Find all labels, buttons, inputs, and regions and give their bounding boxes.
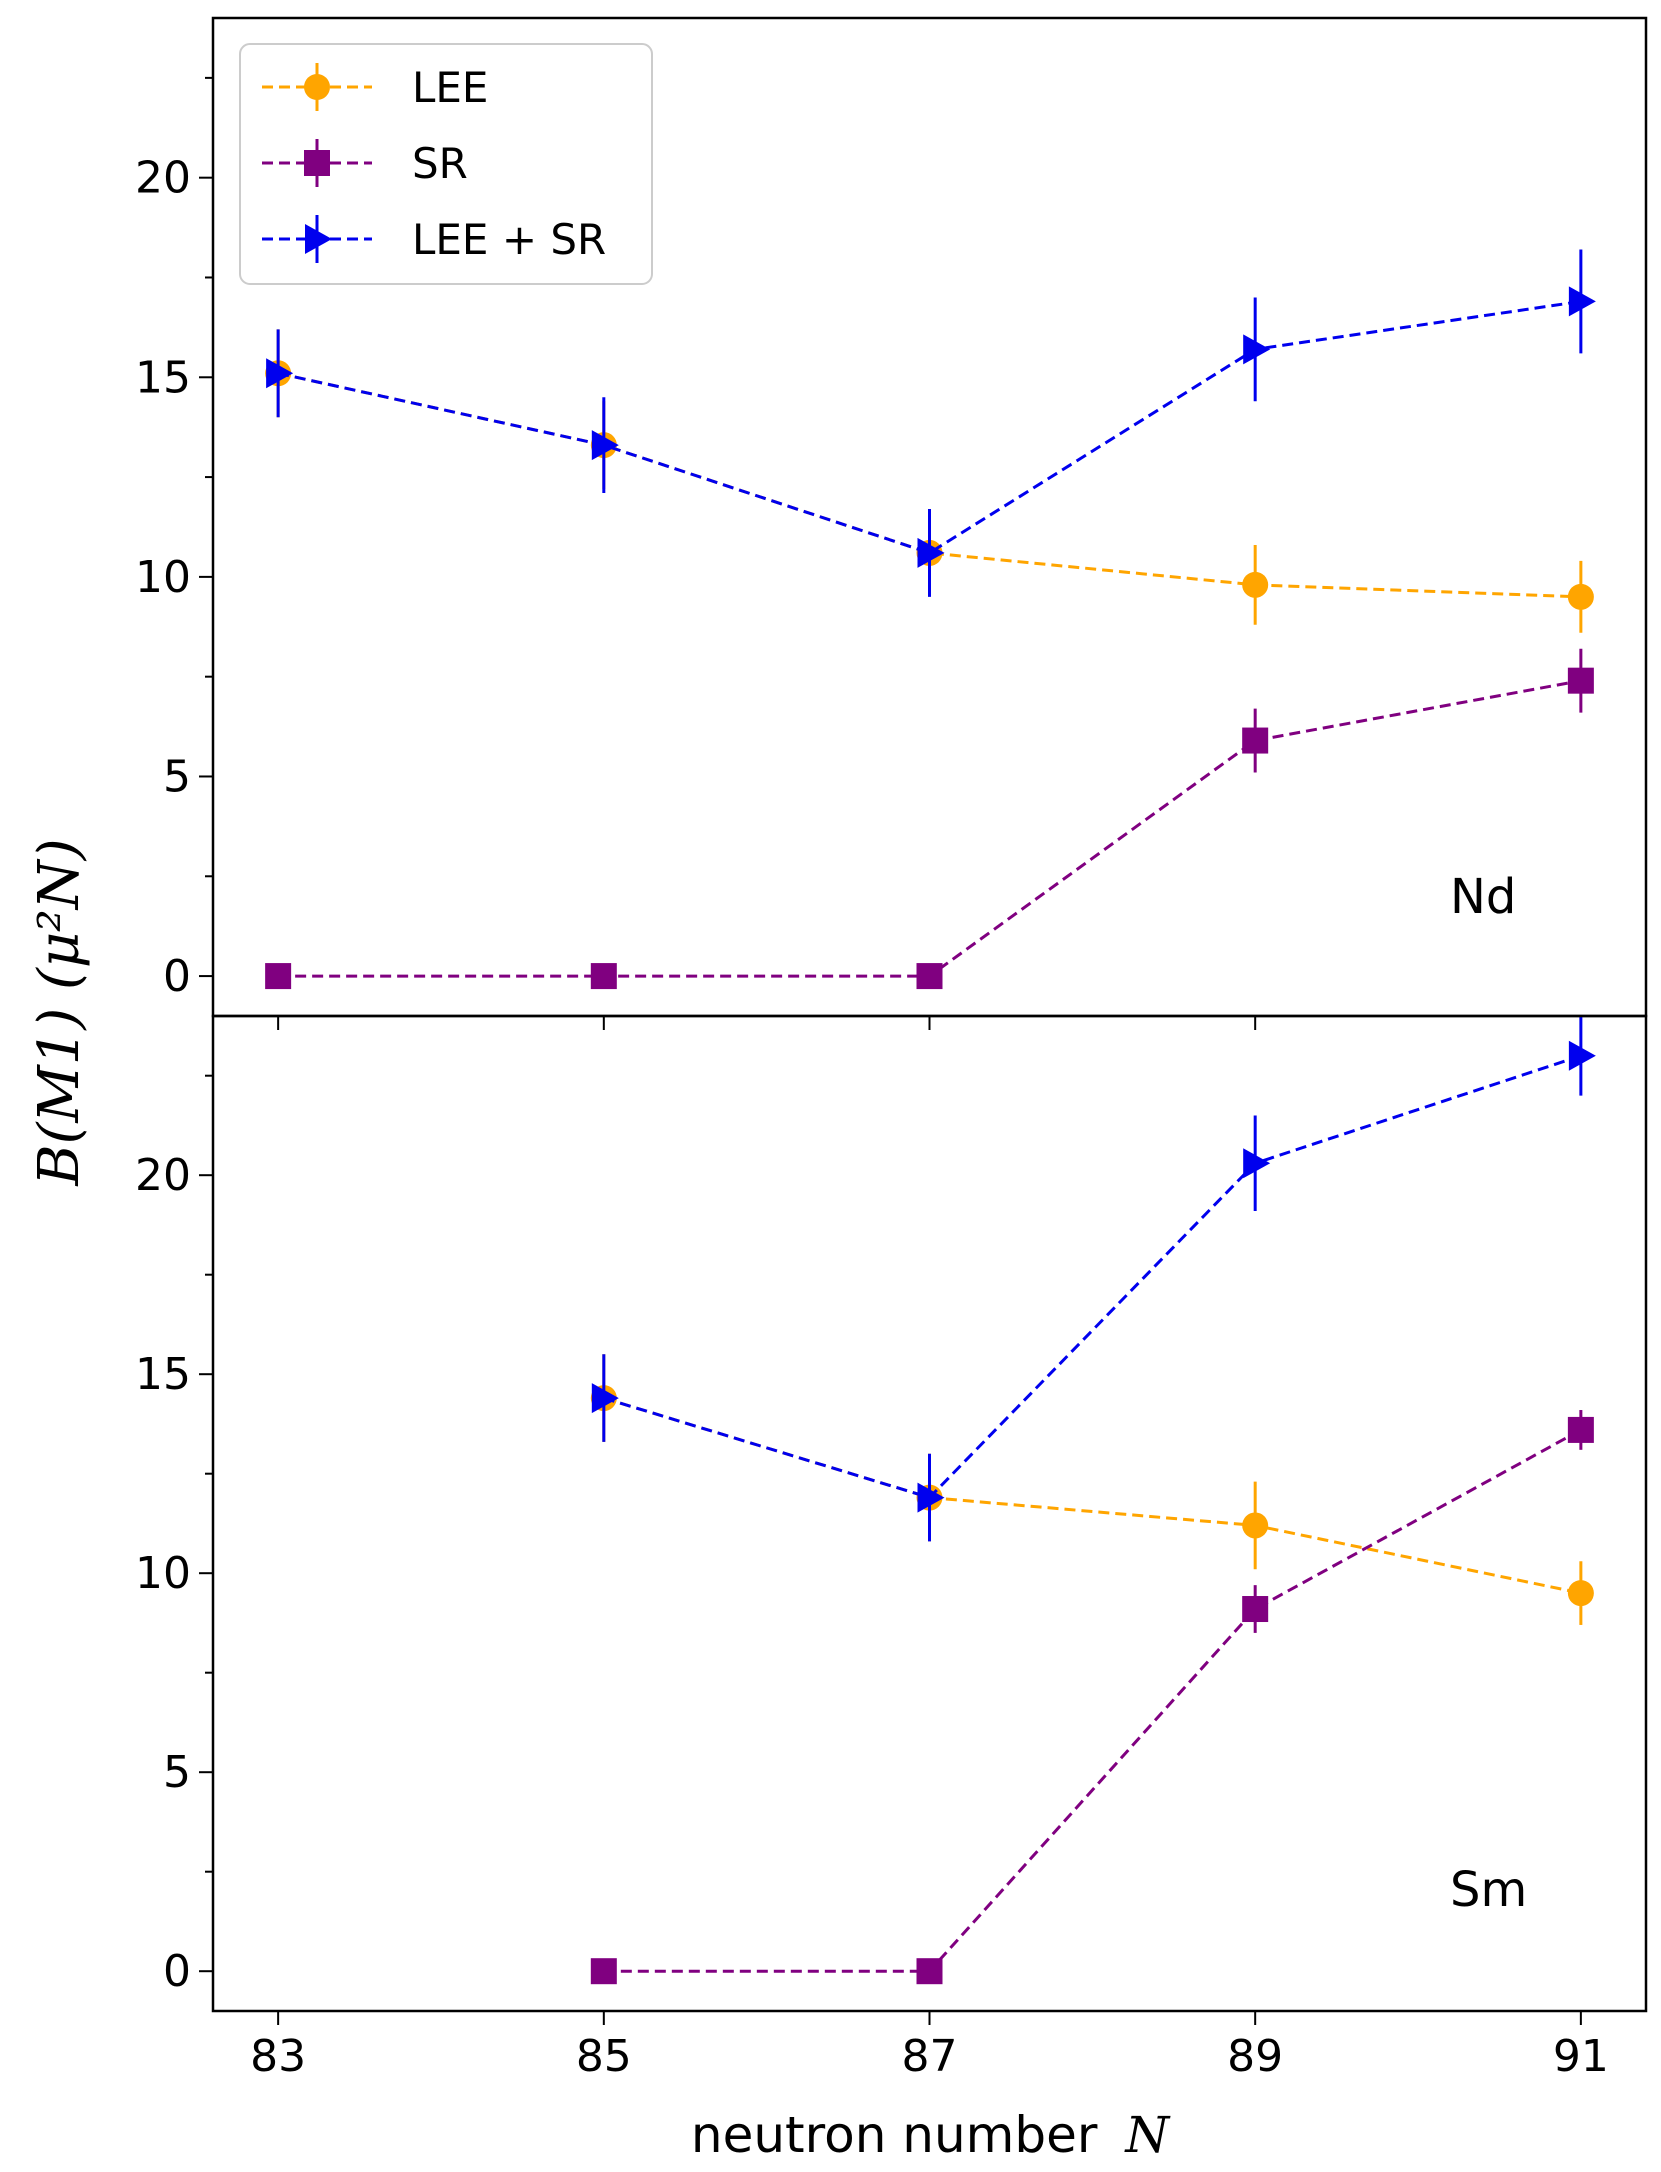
- point-sr-nd: [265, 963, 292, 990]
- x-axis-label-text: neutron number: [691, 2106, 1098, 2164]
- point-lee-sr-nd: [266, 358, 294, 389]
- series-line-lee-sr-sm: [603, 1054, 1582, 1500]
- point-lee-sr-nd: [917, 537, 945, 568]
- x-tick-label: 89: [1227, 2031, 1283, 2082]
- point-sr-sm: [916, 1958, 943, 1985]
- point-sr-sm: [590, 1958, 617, 1985]
- legend: LEE SR LEE + SR: [239, 43, 653, 285]
- legend-entry-lee: LEE: [262, 63, 488, 112]
- data-area-sm: [590, 1016, 1596, 1985]
- panel-sm: 0 5 10 15 20 83 85 87 89 91: [135, 1014, 1648, 2082]
- y-tick-label-sm: 20: [135, 1150, 191, 1201]
- panel-label-nd: Nd: [1450, 869, 1516, 925]
- point-lee-sr-sm: [1568, 1040, 1596, 1071]
- x-axis-label: neutron number N: [691, 2106, 1171, 2164]
- y-tick-label-sm: 0: [163, 1946, 191, 1997]
- x-tick-label: 83: [250, 2031, 306, 2082]
- y-tick-label-nd: 0: [163, 951, 191, 1002]
- legend-marker-lee: [304, 74, 330, 100]
- point-sr-sm: [1242, 1596, 1269, 1623]
- y-tick-label-sm: 15: [135, 1349, 191, 1400]
- y-axis-label: B(M1) (μ²N): [27, 838, 92, 1186]
- point-sr-nd: [916, 963, 943, 990]
- series-line-sr-nd: [278, 679, 1582, 978]
- y-tick-label-nd: 5: [163, 751, 191, 802]
- point-lee-sr-sm: [1243, 1148, 1271, 1179]
- x-axis-label-var: N: [1124, 2106, 1171, 2164]
- point-lee-sr-nd: [1568, 286, 1596, 317]
- y-tick-label-nd: 10: [135, 552, 191, 603]
- y-tick-label-nd: 15: [135, 352, 191, 403]
- series-line-lee-sr-nd: [277, 299, 1582, 555]
- point-lee-sm: [1567, 1580, 1594, 1607]
- legend-box: [239, 43, 653, 285]
- legend-marker-sr: [304, 150, 330, 176]
- legend-label-lee: LEE: [412, 63, 488, 112]
- legend-marker-lee-sr: [305, 224, 332, 254]
- legend-label-lee-sr: LEE + SR: [412, 215, 606, 264]
- y-tick-label-sm: 10: [135, 1548, 191, 1599]
- point-sr-nd: [1567, 667, 1594, 694]
- panel-nd: 0 5 10 15 20: [135, 16, 1648, 1030]
- point-lee-nd: [1242, 571, 1269, 598]
- legend-entry-sr: SR: [262, 139, 468, 188]
- point-sr-nd: [1242, 727, 1269, 754]
- data-area-nd: [265, 249, 1596, 990]
- point-sr-sm: [1567, 1416, 1594, 1443]
- legend-entry-lee-sr: LEE + SR: [262, 215, 606, 264]
- point-lee-sr-sm: [917, 1482, 945, 1513]
- panels: 0 5 10 15 20 0 5 10 15 20 83 85 87 89 91: [135, 16, 1648, 2082]
- x-tick-label: 87: [902, 2031, 958, 2082]
- y-tick-label-sm: 5: [163, 1747, 191, 1798]
- series-line-sr-sm: [603, 1428, 1582, 1973]
- point-lee-sr-nd: [591, 430, 619, 461]
- plot-frame-sm: [211, 1014, 1648, 2013]
- point-lee-sr-sm: [591, 1383, 619, 1414]
- point-lee-nd: [1567, 583, 1594, 610]
- x-tick-label: 85: [576, 2031, 632, 2082]
- legend-label-sr: SR: [412, 139, 468, 188]
- series-line-lee-sm: [603, 1396, 1582, 1595]
- x-tick-label: 91: [1553, 2031, 1609, 2082]
- point-lee-sm: [1242, 1512, 1269, 1539]
- point-sr-nd: [590, 963, 617, 990]
- y-tick-label-nd: 20: [135, 153, 191, 204]
- panel-label-sm: Sm: [1450, 1862, 1527, 1918]
- point-lee-sr-nd: [1243, 334, 1271, 365]
